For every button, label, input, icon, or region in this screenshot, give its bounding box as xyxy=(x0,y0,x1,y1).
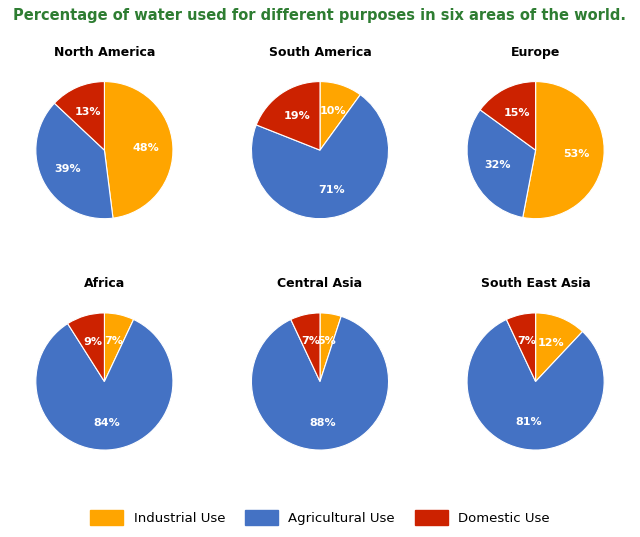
Wedge shape xyxy=(480,82,536,150)
Title: North America: North America xyxy=(54,46,155,59)
Text: 5%: 5% xyxy=(317,336,336,346)
Text: 71%: 71% xyxy=(318,185,345,194)
Text: 81%: 81% xyxy=(516,417,543,427)
Text: 13%: 13% xyxy=(75,107,101,118)
Text: 53%: 53% xyxy=(563,149,589,159)
Wedge shape xyxy=(523,82,604,219)
Wedge shape xyxy=(467,320,604,450)
Wedge shape xyxy=(252,95,388,219)
Text: 7%: 7% xyxy=(301,336,321,346)
Text: 48%: 48% xyxy=(132,142,159,153)
Wedge shape xyxy=(320,313,341,381)
Wedge shape xyxy=(506,313,536,381)
Title: South America: South America xyxy=(269,46,371,59)
Wedge shape xyxy=(104,82,173,218)
Text: 7%: 7% xyxy=(104,336,123,346)
Text: 84%: 84% xyxy=(93,418,120,427)
Wedge shape xyxy=(104,313,134,381)
Text: Percentage of water used for different purposes in six areas of the world.: Percentage of water used for different p… xyxy=(13,8,626,23)
Wedge shape xyxy=(54,82,104,150)
Wedge shape xyxy=(252,316,388,450)
Title: Europe: Europe xyxy=(511,46,560,59)
Wedge shape xyxy=(68,313,104,381)
Legend: Industrial Use, Agricultural Use, Domestic Use: Industrial Use, Agricultural Use, Domest… xyxy=(84,505,556,531)
Wedge shape xyxy=(467,110,536,217)
Text: 7%: 7% xyxy=(517,336,536,346)
Wedge shape xyxy=(36,103,113,219)
Title: South East Asia: South East Asia xyxy=(481,278,591,291)
Text: 19%: 19% xyxy=(284,111,310,121)
Wedge shape xyxy=(256,82,320,150)
Text: 10%: 10% xyxy=(319,106,346,116)
Text: 12%: 12% xyxy=(538,338,564,349)
Text: 9%: 9% xyxy=(83,337,102,347)
Text: 88%: 88% xyxy=(309,418,336,427)
Title: Africa: Africa xyxy=(84,278,125,291)
Text: 15%: 15% xyxy=(504,108,530,119)
Text: 39%: 39% xyxy=(54,164,81,174)
Wedge shape xyxy=(536,313,582,381)
Wedge shape xyxy=(36,320,173,450)
Text: 32%: 32% xyxy=(484,160,511,170)
Wedge shape xyxy=(320,82,360,150)
Title: Central Asia: Central Asia xyxy=(277,278,363,291)
Wedge shape xyxy=(291,313,320,381)
